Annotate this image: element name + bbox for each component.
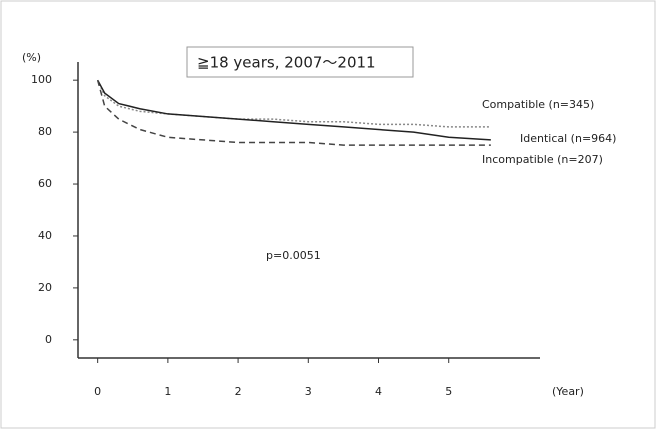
y-axis-label: (%)	[22, 51, 41, 64]
survival-line	[96, 79, 491, 128]
y-tick-label: 0	[45, 333, 52, 346]
x-tick-label: 5	[445, 385, 452, 398]
x-tick-label: 3	[305, 385, 312, 398]
series-label: Identical (n=964)	[520, 132, 616, 145]
x-axis-label: (Year)	[552, 385, 584, 398]
title-box	[186, 46, 414, 78]
chart-title: ≧18 years, 2007～2011	[197, 54, 376, 72]
annotation: p=0.0051	[266, 249, 321, 262]
y-tick-label: 100	[31, 73, 52, 86]
y-tick-label: 20	[38, 281, 52, 294]
series-label: Compatible (n=345)	[482, 98, 594, 111]
y-tick-label: 60	[38, 177, 52, 190]
x-tick-label: 1	[164, 385, 171, 398]
y-tick-label: 40	[38, 229, 52, 242]
survival-line	[96, 79, 491, 141]
x-tick-label: 0	[94, 385, 101, 398]
x-tick-label: 2	[235, 385, 242, 398]
y-tick-label: 80	[38, 125, 52, 138]
series-label: Incompatible (n=207)	[482, 153, 603, 166]
x-tick-label: 4	[375, 385, 382, 398]
